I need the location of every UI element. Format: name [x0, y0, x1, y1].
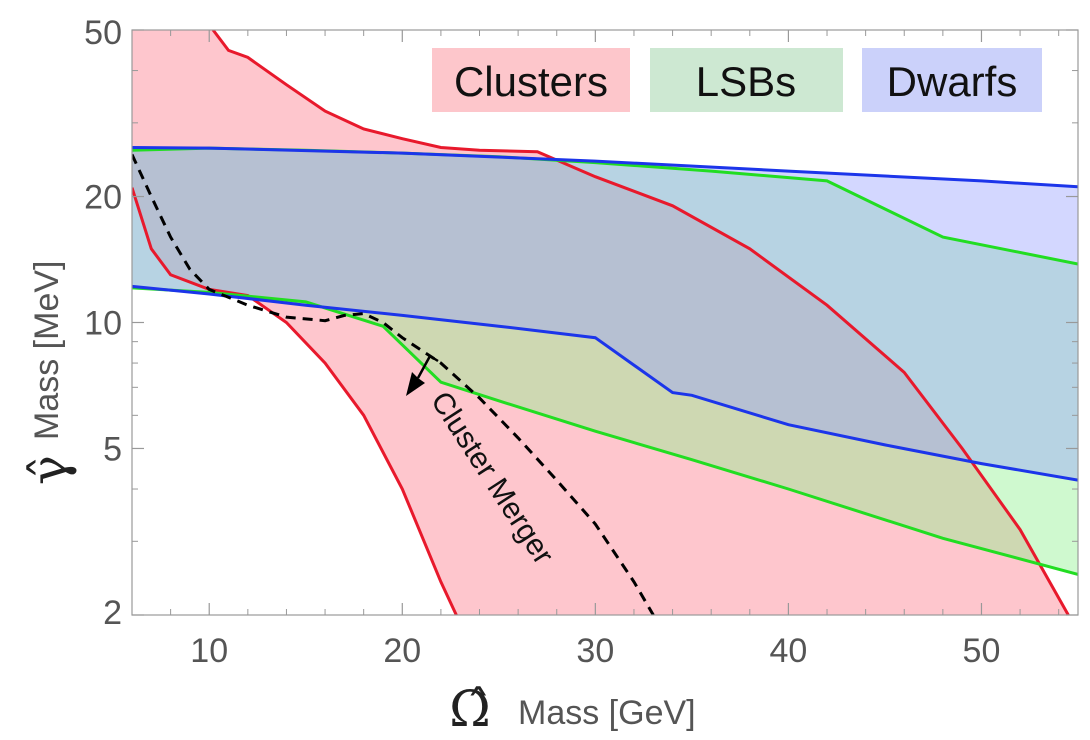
upper-boundary-clusters: [211, 30, 1070, 615]
lower-boundary-dwarfs: [132, 284, 1078, 482]
y-axis-title: γ̂ Mass [MeV]: [20, 261, 78, 485]
y-tick-label: 2: [103, 594, 122, 632]
legend: Clusters LSBs Dwarfs: [432, 48, 1042, 112]
y-axis-label: Mass [MeV]: [28, 261, 66, 440]
axis-ticks: [132, 29, 1078, 616]
region-fill-lsbs: [132, 148, 1078, 575]
region-fills: [132, 30, 1078, 615]
x-axis-label: Mass [GeV]: [518, 694, 696, 732]
y-tick-label: 5: [103, 430, 122, 468]
x-tick-label: 40: [769, 632, 807, 670]
lower-boundary-clusters: [132, 187, 458, 615]
legend-swatch-clusters: [432, 48, 630, 112]
y-tick-label: 20: [84, 179, 122, 217]
axis-tick-labels: 10 20 30 40 50 2 5 10 20 50: [84, 14, 1000, 670]
legend-label-clusters: Clusters: [454, 58, 608, 105]
x-tick-label: 20: [383, 632, 421, 670]
region-boundaries: [132, 30, 1078, 615]
region-fill-dwarfs: [132, 147, 1078, 481]
x-tick-label: 50: [963, 632, 1001, 670]
legend-swatch-lsbs: [650, 48, 843, 112]
cluster-merger-curve: [132, 153, 655, 615]
cluster-merger-curve-group: [132, 153, 655, 615]
y-axis-symbol: γ̂: [20, 455, 78, 485]
y-tick-label: 50: [84, 14, 122, 52]
region-fill-clusters: [132, 30, 1069, 615]
legend-label-lsbs: LSBs: [696, 58, 796, 105]
x-tick-label: 10: [190, 632, 228, 670]
exclusion-arrow-head: [406, 372, 425, 396]
upper-boundary-dwarfs: [132, 146, 1078, 189]
x-tick-label: 30: [576, 632, 614, 670]
y-tick-label: 10: [84, 305, 122, 343]
legend-swatch-dwarfs: [862, 48, 1042, 112]
legend-label-dwarfs: Dwarfs: [887, 58, 1018, 105]
x-axis-symbol: Ω̂: [449, 680, 490, 738]
x-axis-title: Ω̂ Mass [GeV]: [449, 680, 695, 738]
lower-boundary-lsbs: [132, 286, 1078, 576]
exclusion-arrow-tick: [429, 354, 439, 363]
exclusion-arrow: [416, 355, 432, 379]
